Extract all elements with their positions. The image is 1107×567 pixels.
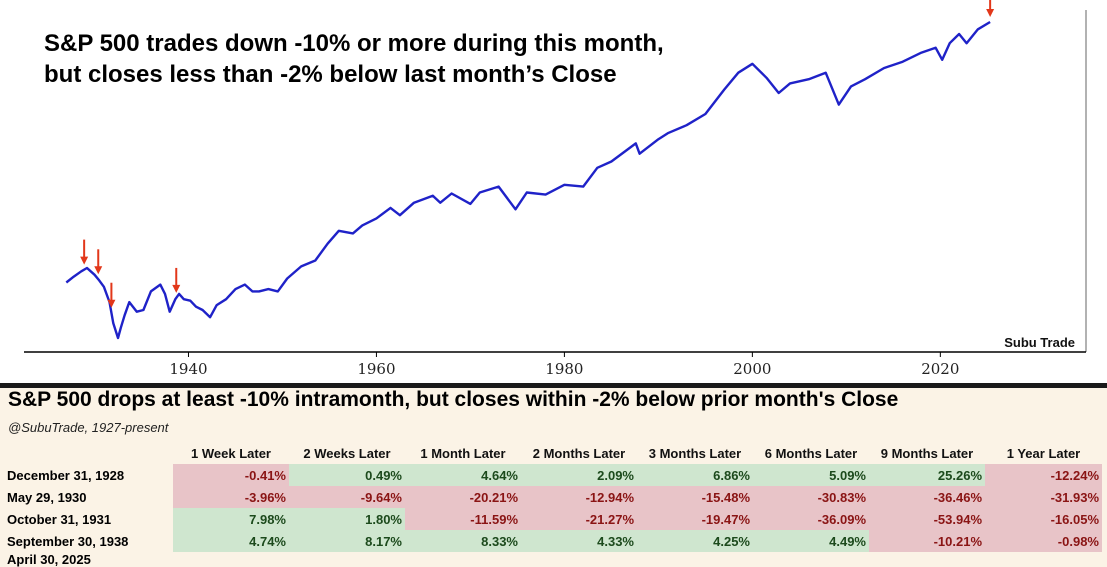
panel-divider bbox=[0, 383, 1107, 388]
row-date: April 30, 2025 bbox=[7, 552, 91, 567]
return-cell: -9.64% bbox=[289, 486, 405, 508]
return-cell: 1.80% bbox=[289, 508, 405, 530]
results-table-panel: S&P 500 drops at least -10% intramonth, … bbox=[0, 383, 1107, 567]
table-row: May 29, 1930 -3.96% -9.64% -20.21% -12.94% -1… bbox=[5, 486, 1102, 508]
return-cell: -0.41% bbox=[173, 464, 289, 486]
return-cell: -36.09% bbox=[753, 508, 869, 530]
return-cell: -12.24% bbox=[985, 464, 1102, 486]
return-cell: -10.21% bbox=[869, 530, 985, 552]
chart-title-line-1: S&P 500 trades down -10% or more during … bbox=[44, 30, 664, 57]
return-cell: -30.83% bbox=[753, 486, 869, 508]
return-cell: 7.98% bbox=[173, 508, 289, 530]
return-cell: -21.27% bbox=[521, 508, 637, 530]
row-date: May 29, 1930 bbox=[7, 489, 87, 505]
return-cell: 8.17% bbox=[289, 530, 405, 552]
x-tick-label: 2020 bbox=[921, 360, 959, 378]
return-cell: 0.49% bbox=[289, 464, 405, 486]
column-header: 1 Month Later bbox=[420, 445, 506, 461]
row-date: October 31, 1931 bbox=[7, 511, 112, 527]
table-header-row: 1 Week Later 2 Weeks Later 1 Month Later… bbox=[5, 442, 1102, 464]
sp500-series-line bbox=[65, 20, 991, 340]
table-row: September 30, 1938 4.74% 8.17% 8.33% 4.33% 4.… bbox=[5, 530, 1102, 552]
return-cell: 25.26% bbox=[869, 464, 985, 486]
return-cell: -20.21% bbox=[405, 486, 521, 508]
return-cell: -31.93% bbox=[985, 486, 1102, 508]
event-arrow-marker bbox=[107, 282, 116, 308]
return-cell: 4.64% bbox=[405, 464, 521, 486]
table-row: April 30, 2025 bbox=[5, 552, 1102, 567]
table-row: December 31, 1928 -0.41% 0.49% 4.64% 2.09% 6.… bbox=[5, 464, 1102, 486]
column-header: 2 Weeks Later bbox=[303, 445, 391, 461]
event-arrow-marker bbox=[94, 249, 103, 275]
event-markers bbox=[80, 0, 995, 308]
column-header: 1 Week Later bbox=[191, 445, 271, 461]
return-cell: -19.47% bbox=[637, 508, 753, 530]
column-header: 1 Year Later bbox=[1006, 445, 1081, 461]
table-subtitle: @SubuTrade, 1927-present bbox=[8, 420, 169, 435]
return-cell: 4.49% bbox=[753, 530, 869, 552]
x-tick-label: 1940 bbox=[169, 360, 207, 378]
column-header: 9 Months Later bbox=[880, 445, 974, 461]
chart-title-line-2: but closes less than -2% below last mont… bbox=[44, 61, 617, 88]
return-cell: 4.25% bbox=[637, 530, 753, 552]
return-cell: 2.09% bbox=[521, 464, 637, 486]
x-axis-ticks: 1940 1960 1980 2000 2020 bbox=[169, 352, 959, 378]
column-header: 6 Months Later bbox=[764, 445, 858, 461]
return-cell: 4.33% bbox=[521, 530, 637, 552]
chart-title: S&P 500 trades down -10% or more during … bbox=[44, 28, 664, 90]
x-tick-label: 1960 bbox=[357, 360, 395, 378]
return-cell: -3.96% bbox=[173, 486, 289, 508]
return-cell: -16.05% bbox=[985, 508, 1102, 530]
table-row: October 31, 1931 7.98% 1.80% -11.59% -21.27%… bbox=[5, 508, 1102, 530]
watermark-label: Subu Trade bbox=[1004, 335, 1075, 350]
row-date: September 30, 1938 bbox=[7, 533, 129, 549]
row-date: December 31, 1928 bbox=[7, 467, 125, 483]
sp500-line-chart: 1940 1960 1980 2000 2020 bbox=[24, 0, 1087, 378]
return-cell: -12.94% bbox=[521, 486, 637, 508]
return-cell: 5.09% bbox=[753, 464, 869, 486]
x-tick-label: 1980 bbox=[545, 360, 583, 378]
return-cell: -15.48% bbox=[637, 486, 753, 508]
return-cell: 8.33% bbox=[405, 530, 521, 552]
return-cell: -53.94% bbox=[869, 508, 985, 530]
table-body: December 31, 1928 -0.41% 0.49% 4.64% 2.09% 6.… bbox=[5, 464, 1102, 567]
return-cell: 6.86% bbox=[637, 464, 753, 486]
return-cell: -36.46% bbox=[869, 486, 985, 508]
table-title: S&P 500 drops at least -10% intramonth, … bbox=[8, 388, 899, 411]
event-arrow-marker bbox=[172, 267, 181, 293]
return-cell: -11.59% bbox=[405, 508, 521, 530]
return-cell: -0.98% bbox=[985, 530, 1102, 552]
column-header: 2 Months Later bbox=[532, 445, 626, 461]
column-header-date bbox=[5, 442, 173, 464]
x-tick-label: 2000 bbox=[733, 360, 771, 378]
event-arrow-marker bbox=[80, 239, 89, 265]
return-cell: 4.74% bbox=[173, 530, 289, 552]
results-table: 1 Week Later 2 Weeks Later 1 Month Later… bbox=[5, 442, 1102, 567]
column-header: 3 Months Later bbox=[648, 445, 742, 461]
event-arrow-marker bbox=[986, 0, 995, 17]
